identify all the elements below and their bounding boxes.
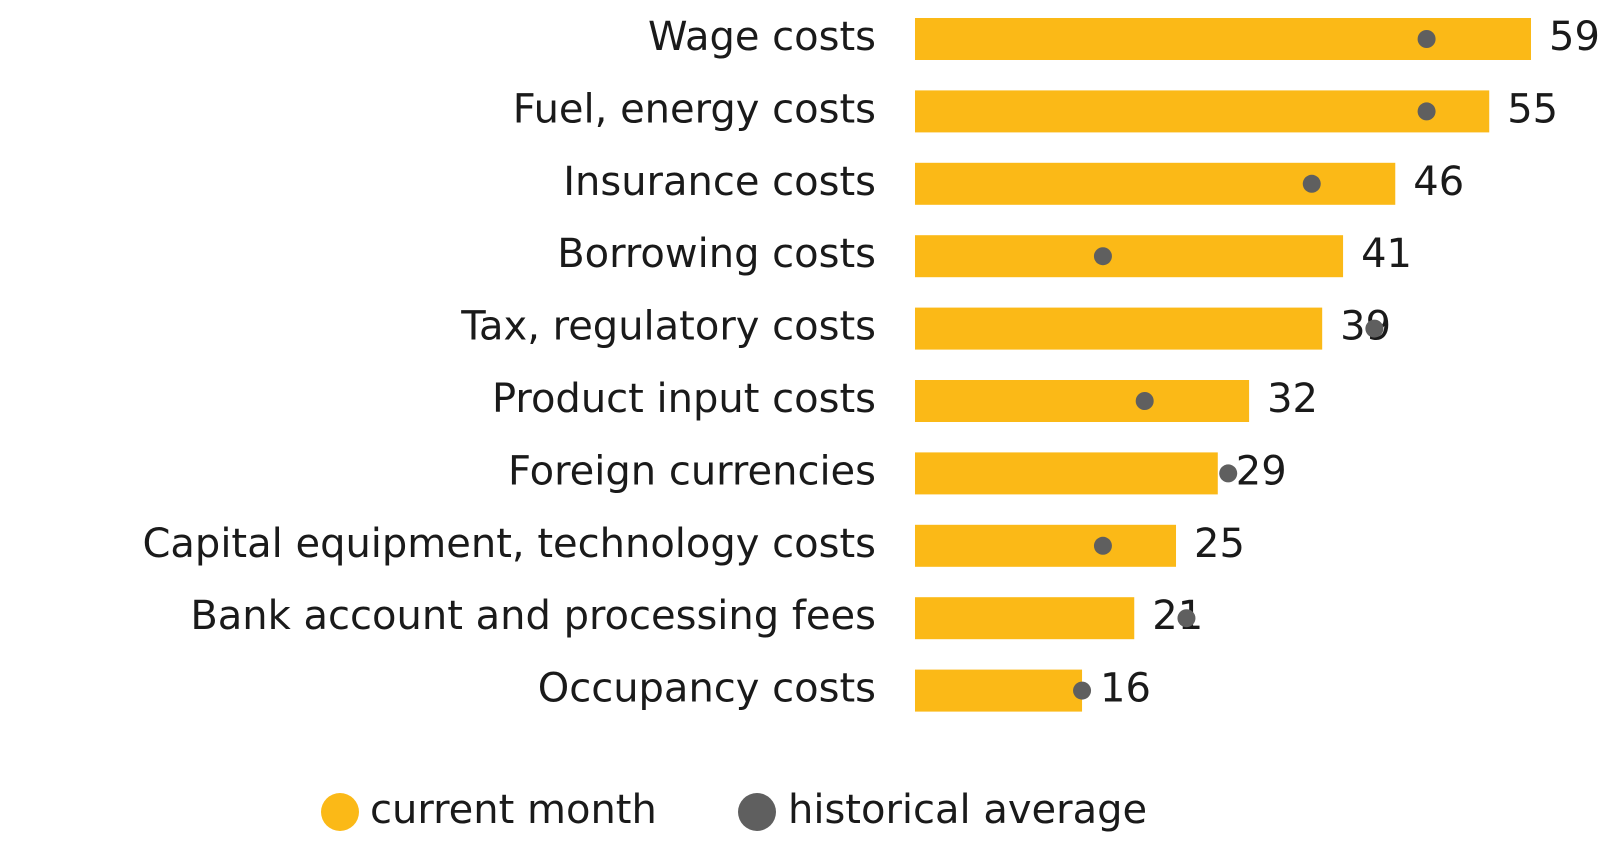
bar	[915, 597, 1135, 640]
category-label: Bank account and processing fees	[190, 593, 876, 639]
value-label: 55	[1507, 86, 1558, 132]
category-label: Capital equipment, technology costs	[142, 521, 876, 567]
average-dot	[1302, 174, 1321, 193]
category-label: Insurance costs	[563, 159, 876, 205]
category-label: Foreign currencies	[508, 448, 876, 494]
value-label: 32	[1267, 376, 1318, 422]
average-dot	[1417, 30, 1436, 48]
average-dot	[1093, 536, 1112, 555]
category-label: Product input costs	[492, 376, 876, 422]
average-dot	[1417, 102, 1436, 121]
average-dot	[1073, 681, 1092, 700]
bar	[915, 524, 1177, 567]
value-label: 41	[1361, 231, 1412, 277]
bar	[915, 452, 1218, 495]
legend-swatch	[738, 793, 776, 831]
category-label: Wage costs	[648, 14, 876, 60]
average-dot	[1365, 319, 1384, 338]
average-dot	[1177, 609, 1196, 628]
bar	[915, 162, 1396, 205]
category-label: Fuel, energy costs	[513, 86, 876, 132]
category-label: Tax, regulatory costs	[460, 304, 876, 350]
value-label: 59	[1549, 14, 1600, 60]
bar	[915, 380, 1250, 422]
average-dot	[1093, 247, 1112, 266]
bar	[915, 235, 1344, 278]
legend-swatch	[321, 793, 359, 831]
bar	[915, 18, 1531, 60]
value-label: 25	[1194, 521, 1245, 567]
category-label: Occupancy costs	[538, 666, 876, 712]
legend-label: historical average	[788, 787, 1147, 833]
value-label: 29	[1236, 448, 1287, 494]
legend-label: current month	[370, 787, 657, 833]
value-label: 16	[1100, 666, 1151, 712]
average-dot	[1135, 392, 1154, 410]
bar	[915, 669, 1083, 712]
bar	[915, 90, 1490, 133]
value-label: 46	[1413, 159, 1464, 205]
bar	[915, 307, 1323, 350]
category-label: Borrowing costs	[557, 231, 876, 277]
average-dot	[1219, 464, 1238, 483]
